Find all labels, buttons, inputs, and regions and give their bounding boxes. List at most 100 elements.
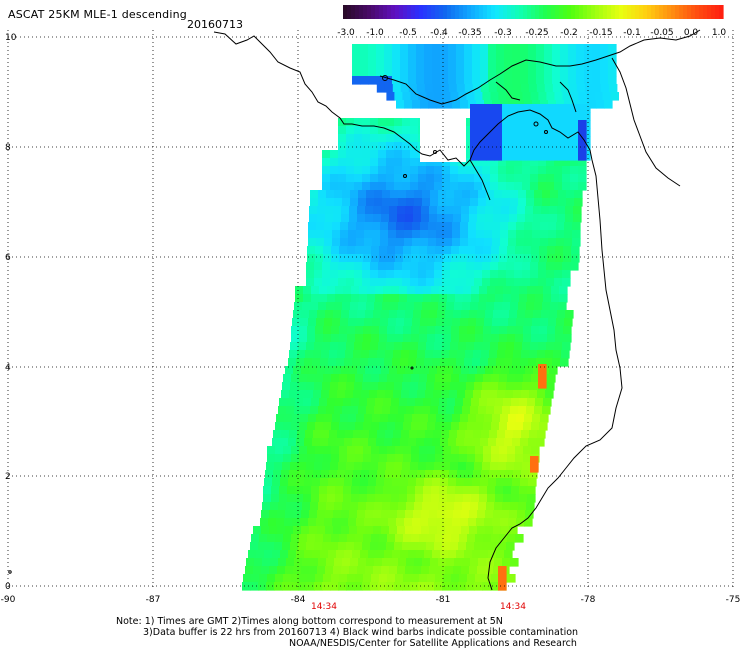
wind-cell	[370, 158, 379, 167]
wind-cell	[337, 350, 346, 359]
colorbar-tick-label: 1.0	[712, 28, 727, 38]
wind-cell	[318, 558, 327, 567]
wind-cell	[383, 494, 392, 503]
wind-cell	[417, 350, 426, 359]
wind-cell	[354, 126, 363, 135]
wind-cell	[275, 446, 284, 455]
wind-cell	[424, 84, 434, 93]
wind-cell	[542, 144, 551, 153]
wind-cell	[398, 558, 407, 567]
wind-cell	[497, 470, 506, 479]
wind-cell	[375, 294, 384, 303]
wind-cell	[283, 534, 292, 543]
wind-cell	[488, 76, 497, 85]
wind-cell	[506, 174, 515, 183]
wind-cell	[410, 182, 419, 191]
wind-cell	[300, 518, 309, 527]
wind-cell	[573, 214, 582, 223]
wind-cell	[410, 134, 419, 143]
wind-cell	[470, 302, 479, 311]
wind-cell	[429, 310, 438, 319]
wind-cell	[488, 60, 497, 69]
wind-cell	[458, 158, 467, 167]
wind-cell	[472, 68, 481, 77]
wind-cell	[370, 582, 379, 591]
wind-cell	[362, 166, 371, 175]
wind-cell	[344, 358, 353, 367]
wind-cell	[435, 326, 444, 335]
colorbar-segment	[587, 5, 592, 19]
wind-cell	[304, 478, 313, 487]
wind-cell	[468, 230, 477, 239]
wind-cell	[446, 302, 455, 311]
wind-cell	[384, 68, 393, 77]
wind-cell	[572, 238, 581, 247]
wind-cell	[568, 68, 577, 77]
wind-cell	[566, 128, 575, 137]
wind-cell	[495, 398, 504, 407]
wind-cell	[446, 502, 455, 511]
wind-cell	[448, 438, 457, 447]
wind-cell	[492, 222, 501, 231]
wind-cell	[460, 238, 469, 247]
wind-cell	[450, 462, 459, 471]
wind-cell	[513, 390, 522, 399]
wind-cell	[442, 92, 451, 101]
wind-cell	[352, 76, 361, 85]
wind-cell	[422, 406, 431, 415]
wind-cell	[508, 222, 517, 231]
lon-tick-label: -84	[291, 595, 306, 605]
wind-cell	[447, 286, 456, 295]
wind-cell	[563, 334, 572, 343]
wind-cell	[531, 326, 540, 335]
wind-cell	[578, 158, 587, 167]
wind-cell	[341, 526, 350, 535]
wind-cell	[338, 262, 347, 271]
wind-cell	[280, 550, 289, 559]
wind-cell	[342, 198, 351, 207]
wind-cell	[368, 60, 377, 69]
wind-cell	[496, 84, 506, 93]
wind-cell	[485, 206, 494, 215]
wind-cell	[552, 44, 561, 53]
wind-cell	[481, 430, 490, 439]
wind-cell	[345, 430, 354, 439]
wind-cell	[304, 550, 313, 559]
wind-cell	[303, 486, 312, 495]
wind-cell	[499, 326, 508, 335]
wind-cell	[443, 254, 452, 263]
lon-tick-label: -87	[146, 595, 161, 605]
wind-cell	[451, 326, 460, 335]
wind-cell	[497, 430, 506, 439]
wind-cell	[433, 470, 442, 479]
wind-cell	[547, 246, 556, 255]
wind-cell	[454, 190, 463, 199]
wind-cell	[414, 198, 423, 207]
wind-cell	[510, 558, 519, 567]
wind-cell	[308, 318, 317, 327]
wind-cell	[522, 278, 531, 287]
lon-tick-label: -75	[726, 595, 740, 605]
wind-cell	[486, 190, 495, 199]
wind-cell	[505, 390, 514, 399]
wind-cell	[368, 550, 377, 559]
wind-cell	[491, 326, 500, 335]
wind-cell	[412, 230, 421, 239]
wind-cell	[560, 52, 569, 61]
wind-cell	[538, 364, 547, 373]
wind-cell	[508, 414, 517, 423]
wind-cell	[446, 406, 455, 415]
wind-cell	[379, 454, 388, 463]
wind-cell	[370, 382, 379, 391]
wind-cell	[600, 44, 609, 53]
wind-cell	[360, 76, 369, 85]
wind-cell	[426, 166, 435, 175]
wind-cell	[278, 558, 287, 567]
wind-cell	[272, 550, 281, 559]
wind-cell	[420, 230, 429, 239]
wind-cell	[530, 262, 539, 271]
wind-cell	[336, 550, 345, 559]
wind-cell	[357, 214, 366, 223]
wind-cell	[397, 366, 406, 375]
wind-cell	[383, 286, 392, 295]
